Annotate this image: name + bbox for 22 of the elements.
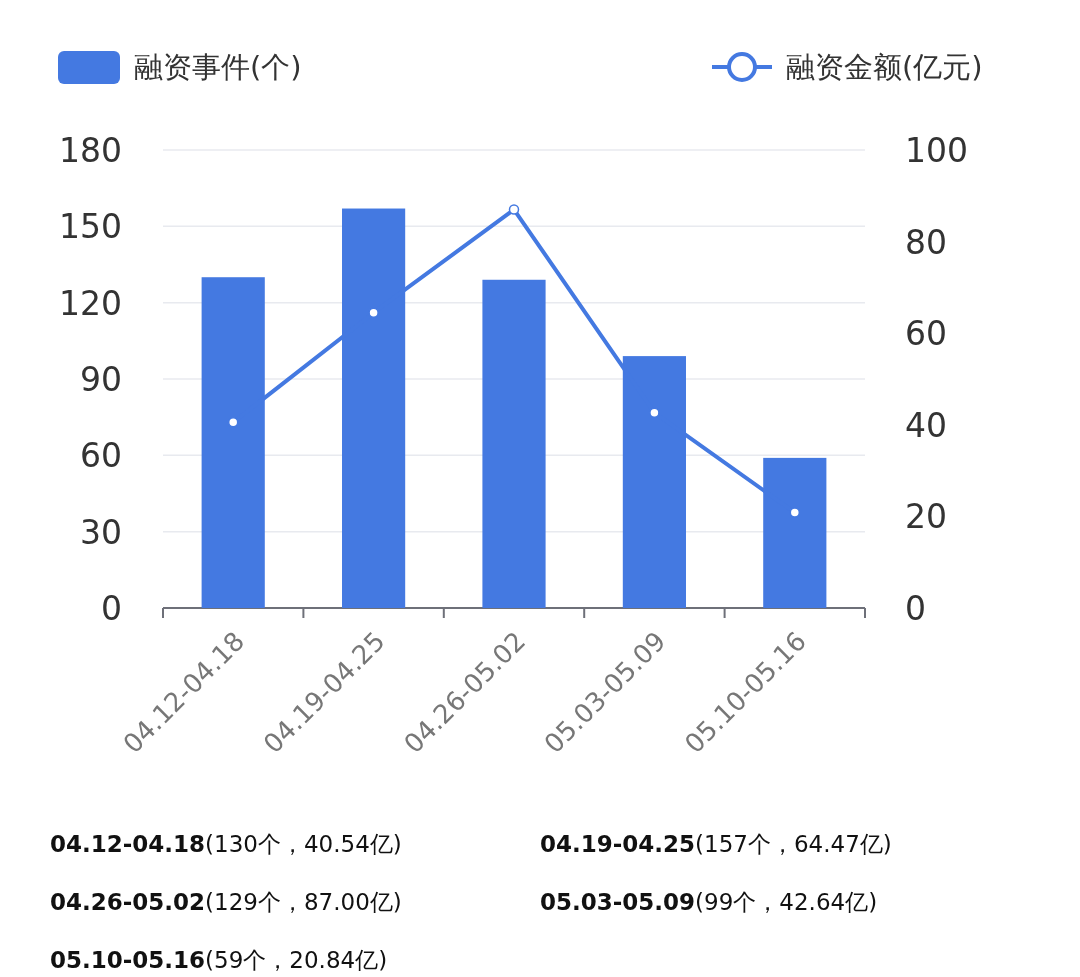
y2-tick-label: 20 — [905, 497, 947, 537]
text: 05.03-05.09(99个，42.64亿) — [540, 889, 878, 915]
y2-tick-label: 40 — [905, 405, 947, 445]
text: 04.26-05.02(129个，87.00亿) — [50, 889, 402, 915]
point — [508, 204, 520, 215]
y-tick-label: 0 — [101, 589, 122, 628]
y2-tick-label: 60 — [905, 314, 947, 354]
y2-tick-label: 100 — [905, 131, 968, 170]
y-tick-label: 180 — [59, 131, 122, 170]
text: 05.10-05.16(59个，20.84亿) — [50, 947, 388, 973]
legend-label: 融资事件(个) — [134, 50, 302, 84]
legend-label: 融资金额(亿元) — [786, 50, 983, 84]
bar — [482, 279, 546, 608]
y-tick-label: 150 — [59, 207, 122, 247]
y2-tick-label: 0 — [905, 589, 926, 628]
y-tick-label: 120 — [59, 283, 122, 323]
y-tick-label: 60 — [80, 436, 122, 476]
text: 04.19-04.25(157个，64.47亿) — [540, 831, 892, 857]
y2-tick-label: 80 — [905, 222, 947, 262]
text: 04.12-04.18(130个，40.54亿) — [50, 831, 402, 857]
y-tick-label: 30 — [80, 512, 122, 552]
y-tick-label: 90 — [80, 360, 122, 399]
